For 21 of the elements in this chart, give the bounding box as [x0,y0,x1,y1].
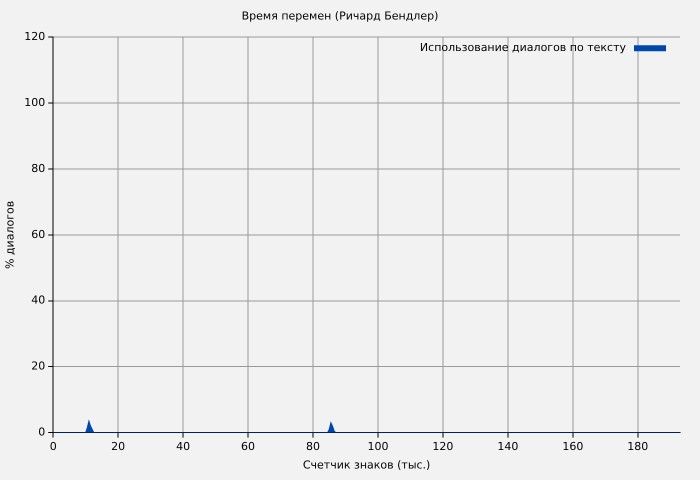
x-tick-label: 80 [306,440,320,454]
y-axis-title: % диалогов [3,200,16,269]
y-tick-label: 0 [38,425,46,438]
x-tick-label: 40 [176,440,190,454]
y-tick-label: 60 [31,228,46,241]
y-tick-label: 80 [31,162,46,175]
x-tick-label: 160 [562,440,584,454]
x-tick-label: 120 [432,440,454,454]
x-tick-label: 140 [497,440,518,454]
y-tick-label: 20 [31,360,46,373]
x-tick-label: 60 [241,440,256,454]
y-tick-label: 100 [24,96,46,109]
x-tick-label: 0 [50,440,57,454]
x-tick-label: 180 [627,440,648,454]
x-axis-title: Счетчик знаков (тыс.) [302,458,430,472]
y-tick-label: 120 [24,30,46,44]
y-tick-label: 40 [31,294,46,307]
chart-title: Время перемен (Ричард Бендлер) [242,9,438,22]
legend-label: Использование диалогов по тексту [420,41,626,54]
x-tick-label: 100 [367,440,388,454]
x-tick-label: 20 [111,440,126,454]
